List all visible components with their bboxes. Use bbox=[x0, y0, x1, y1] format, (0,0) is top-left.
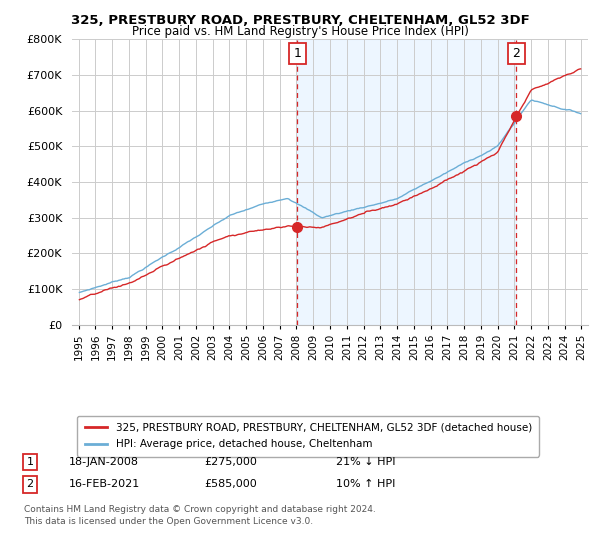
Text: £585,000: £585,000 bbox=[204, 479, 257, 489]
Text: Contains HM Land Registry data © Crown copyright and database right 2024.: Contains HM Land Registry data © Crown c… bbox=[24, 505, 376, 515]
Text: 2: 2 bbox=[512, 47, 520, 60]
Text: 21% ↓ HPI: 21% ↓ HPI bbox=[336, 457, 395, 467]
Text: 16-FEB-2021: 16-FEB-2021 bbox=[69, 479, 140, 489]
Bar bbox=[298, 39, 516, 325]
Legend: 325, PRESTBURY ROAD, PRESTBURY, CHELTENHAM, GL52 3DF (detached house), HPI: Aver: 325, PRESTBURY ROAD, PRESTBURY, CHELTENH… bbox=[77, 416, 539, 456]
Text: 10% ↑ HPI: 10% ↑ HPI bbox=[336, 479, 395, 489]
Text: 2: 2 bbox=[26, 479, 34, 489]
Text: 325, PRESTBURY ROAD, PRESTBURY, CHELTENHAM, GL52 3DF: 325, PRESTBURY ROAD, PRESTBURY, CHELTENH… bbox=[71, 14, 529, 27]
Text: This data is licensed under the Open Government Licence v3.0.: This data is licensed under the Open Gov… bbox=[24, 516, 313, 526]
Text: 1: 1 bbox=[293, 47, 301, 60]
Text: 18-JAN-2008: 18-JAN-2008 bbox=[69, 457, 139, 467]
Text: Price paid vs. HM Land Registry's House Price Index (HPI): Price paid vs. HM Land Registry's House … bbox=[131, 25, 469, 38]
Text: 1: 1 bbox=[26, 457, 34, 467]
Text: £275,000: £275,000 bbox=[204, 457, 257, 467]
